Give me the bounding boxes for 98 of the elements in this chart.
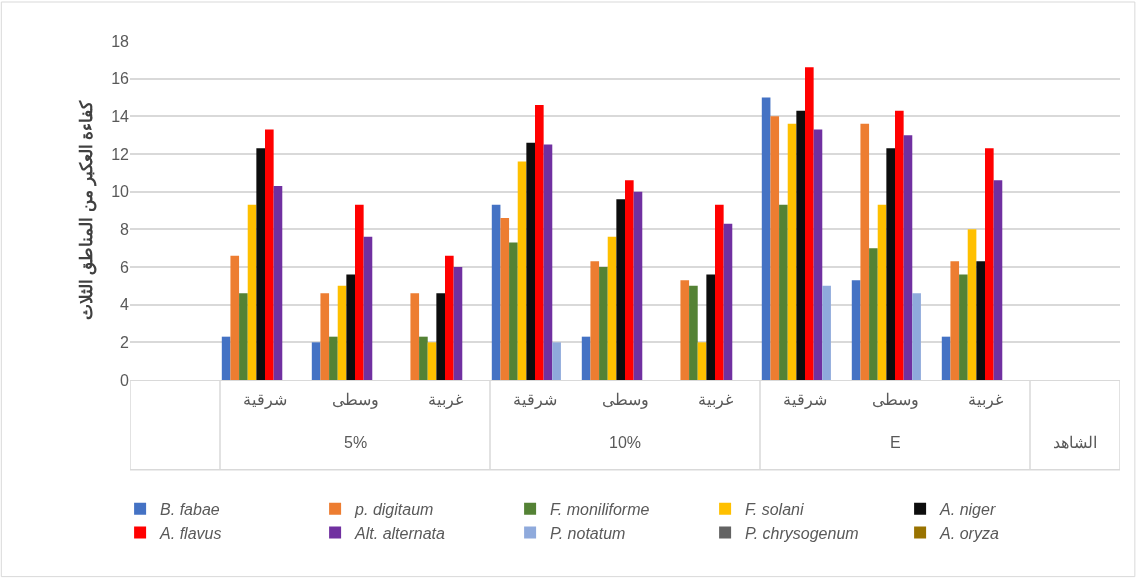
bar xyxy=(427,342,437,380)
bar xyxy=(903,135,913,380)
bar xyxy=(697,342,707,380)
text: E xyxy=(890,434,901,451)
bar xyxy=(616,199,625,380)
bar xyxy=(517,161,527,380)
bar xyxy=(355,204,364,380)
bar xyxy=(552,342,561,380)
legend-label: p. digitaum xyxy=(354,501,434,519)
bar xyxy=(526,142,535,380)
bar xyxy=(723,223,733,380)
bar xyxy=(599,267,608,380)
bar xyxy=(680,280,690,380)
bar xyxy=(813,129,823,380)
bar xyxy=(436,293,445,380)
x-tick-label: شرقية xyxy=(243,391,287,409)
bar xyxy=(419,336,428,380)
bar xyxy=(346,274,355,380)
y-tick-label: 6 xyxy=(120,258,130,276)
y-tick-label: 8 xyxy=(120,220,130,238)
bar xyxy=(822,285,831,380)
bar xyxy=(851,280,861,380)
bar xyxy=(950,261,960,380)
bar xyxy=(221,336,231,380)
bar xyxy=(363,236,373,380)
bar xyxy=(877,204,887,380)
bar xyxy=(805,67,814,380)
bar xyxy=(311,342,321,380)
legend-label: A. oryza xyxy=(939,524,999,542)
x-tick-label: غربية xyxy=(698,391,733,409)
bar xyxy=(607,236,617,380)
bar xyxy=(445,255,454,380)
bar xyxy=(912,293,921,380)
bar xyxy=(787,123,797,380)
y-tick-label: 10 xyxy=(111,183,130,201)
bar xyxy=(985,148,994,380)
bar xyxy=(320,293,330,380)
y-tick-label: 12 xyxy=(111,145,130,163)
x-tick-label: شرقية xyxy=(513,391,557,409)
bar xyxy=(886,148,895,380)
legend-label: B. fabae xyxy=(160,501,220,519)
bar xyxy=(993,180,1003,380)
bar xyxy=(239,293,248,380)
bar xyxy=(715,204,724,380)
bar xyxy=(779,204,788,380)
text: 5% xyxy=(344,434,368,451)
y-tick-label: 14 xyxy=(111,107,130,125)
bar xyxy=(491,204,501,380)
y-axis-title: كفاءة العكبر من المناطق الثلاث xyxy=(76,99,97,321)
y-tick-label: 0 xyxy=(120,371,130,389)
bar xyxy=(590,261,600,380)
bar xyxy=(509,242,518,380)
y-tick-label: 18 xyxy=(111,32,130,50)
bar xyxy=(860,123,870,380)
bar xyxy=(761,97,771,380)
bar xyxy=(689,285,698,380)
bar xyxy=(976,261,985,380)
bar xyxy=(230,255,240,380)
bar xyxy=(941,336,951,380)
legend-label: A. flavus xyxy=(159,524,222,542)
bar xyxy=(869,248,878,380)
text: الشاهد xyxy=(1053,434,1097,451)
legend-label: Alt. alternata xyxy=(354,524,446,542)
bar xyxy=(500,218,510,380)
legend-label: F. moniliforme xyxy=(550,501,650,519)
legend-label: P. notatum xyxy=(550,524,626,542)
x-tick-label: غربية xyxy=(428,391,463,409)
legend-label: A. niger xyxy=(939,501,996,519)
bar xyxy=(337,285,347,380)
x-tick-label: وسطى xyxy=(872,391,919,409)
bar xyxy=(453,267,463,380)
bar xyxy=(581,336,591,380)
bar xyxy=(633,191,643,380)
bar xyxy=(706,274,715,380)
x-tick-label: وسطى xyxy=(332,391,379,409)
bar xyxy=(625,180,634,380)
bar xyxy=(543,144,553,380)
bar xyxy=(247,204,257,380)
bar xyxy=(265,129,274,380)
bar xyxy=(410,293,420,380)
bar xyxy=(959,274,968,380)
x-tick-label: وسطى xyxy=(602,391,649,409)
text: 10% xyxy=(609,434,642,451)
bar xyxy=(796,110,805,380)
legend-label: P. chrysogenum xyxy=(745,524,859,542)
legend-label: F. solani xyxy=(745,501,804,519)
x-tick-label: شرقية xyxy=(783,391,827,409)
bar xyxy=(895,110,904,380)
y-tick-label: 4 xyxy=(120,296,130,314)
y-tick-label: 16 xyxy=(111,70,130,88)
bar xyxy=(329,336,338,380)
bar xyxy=(770,116,780,380)
bar xyxy=(535,105,544,380)
y-tick-label: 2 xyxy=(120,333,130,351)
bar xyxy=(256,148,265,380)
bar xyxy=(967,229,977,380)
bar xyxy=(273,186,283,380)
x-tick-label: غربية xyxy=(968,391,1003,409)
